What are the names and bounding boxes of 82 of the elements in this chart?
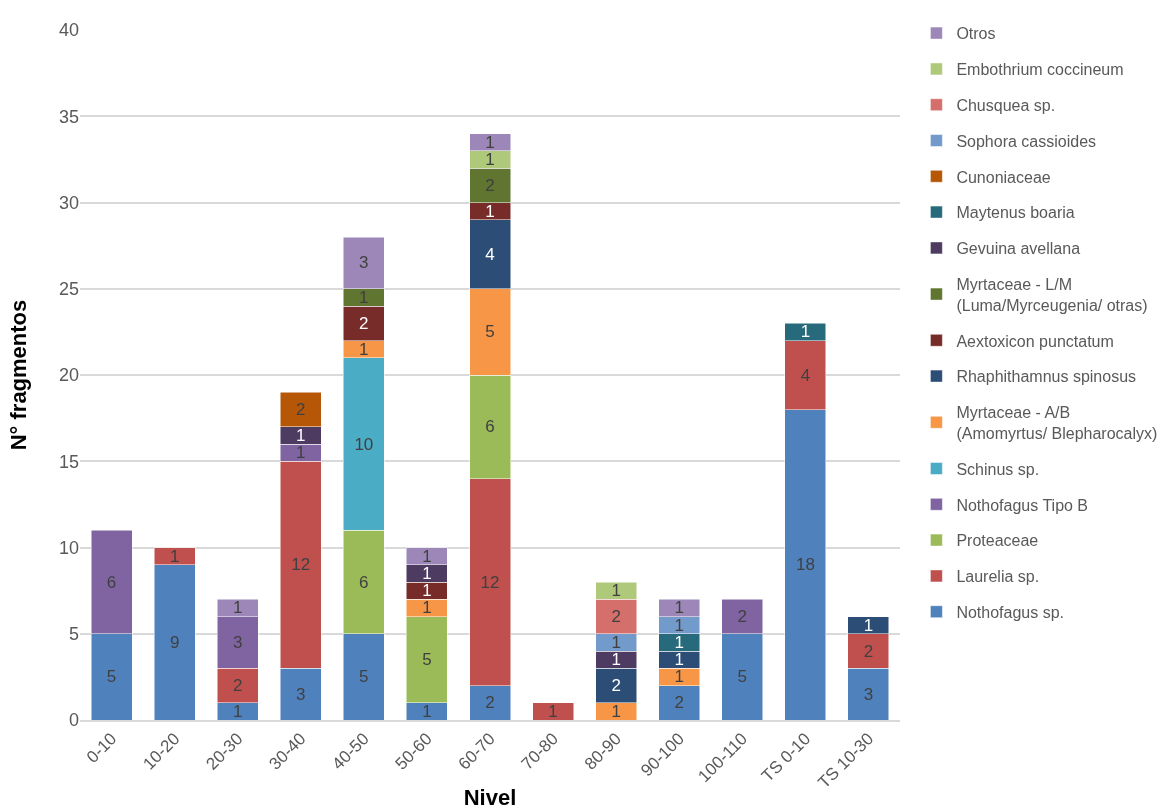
data-label: 1 [611,650,621,670]
legend-label: Proteaceae [956,532,1039,550]
data-label: 1 [232,598,243,618]
data-label: 3 [359,253,369,273]
data-label: 6 [485,417,495,437]
data-label: 12 [480,572,500,592]
legend-label: Schinus sp. [956,460,1040,478]
data-label: 3 [863,684,874,704]
data-label: 1 [800,322,811,342]
y-axis-title: N° fragmentos [6,299,31,451]
data-label: 1 [169,546,180,566]
legend-label: Aextoxicon punctatum [956,332,1114,350]
data-label: 5 [422,650,432,670]
data-label: 5 [359,667,369,687]
data-label: 1 [548,701,558,721]
x-axis-title: Nivel [463,785,517,810]
y-tick-label: 15 [58,451,79,472]
legend-label: Laurelia sp. [956,568,1040,586]
data-label: 3 [232,632,243,652]
data-label: 10 [354,434,374,454]
data-label: 2 [296,400,306,419]
data-label: 5 [737,667,748,687]
y-tick-label: 25 [58,279,79,300]
data-label: 1 [485,201,495,221]
data-label: 2 [674,693,684,713]
legend-label: Cunoniaceae [956,168,1051,186]
legend-label: Nothofagus Tipo B [956,496,1089,514]
legend-label: Otros [956,25,996,43]
legend-label: Chusquea sp. [956,96,1056,114]
data-label: 1 [422,598,432,618]
data-label: 1 [359,339,369,359]
y-tick-label: 40 [58,20,79,41]
data-label: 2 [863,641,874,661]
y-tick-label: 0 [68,710,79,731]
data-label: 1 [422,563,432,583]
data-label: 18 [795,555,815,575]
legend-label: Myrtaceae - A/B (Amomyrtus/ Blepharocalyx) [956,404,1158,442]
data-label: 1 [611,701,621,721]
data-label: 2 [485,693,495,713]
data-label: 1 [485,132,495,152]
data-label: 1 [674,632,684,652]
data-label: 4 [485,244,495,264]
legend-label: Maytenus boaria [956,204,1075,222]
data-label: 2 [611,607,621,626]
data-label: 5 [106,667,117,687]
y-tick-label: 30 [58,192,79,213]
legend-label: Embothrium coccineum [956,61,1124,79]
data-label: 6 [106,572,117,592]
legend-label: Rhaphithamnus spinosus [956,368,1137,386]
data-label: 2 [359,313,369,333]
data-label: 4 [800,365,811,385]
y-tick-label: 35 [58,106,79,127]
data-label: 1 [611,632,621,652]
legend-label: Gevuina avellana [956,240,1081,258]
data-label: 12 [291,555,311,575]
data-label: 1 [296,443,306,463]
data-label: 1 [611,581,621,601]
y-tick-label: 10 [58,537,79,558]
data-label: 1 [674,650,684,670]
bar [532,702,574,720]
data-label: 6 [359,572,369,592]
data-label: 9 [169,632,180,652]
data-label: 3 [296,684,306,704]
data-label: 1 [232,701,243,721]
legend-label: Myrtaceae - L/M (Luma/Myrceugenia/ otras) [956,275,1148,314]
data-label: 2 [232,676,243,695]
legend-label: Sophora cassioides [956,132,1097,150]
data-label: 1 [863,615,874,635]
y-tick-label: 5 [68,624,79,645]
data-label: 1 [422,701,432,721]
data-label: 1 [674,667,684,687]
legend-label: Nothofagus sp. [956,603,1065,621]
data-label: 1 [485,149,495,169]
data-label: 1 [674,598,684,618]
data-label: 1 [674,615,684,635]
data-label: 1 [422,581,432,601]
data-label: 2 [737,607,748,626]
data-label: 2 [611,676,621,695]
y-tick-label: 20 [58,365,79,386]
data-label: 1 [296,425,306,445]
data-label: 1 [422,546,432,566]
data-label: 5 [485,322,495,342]
